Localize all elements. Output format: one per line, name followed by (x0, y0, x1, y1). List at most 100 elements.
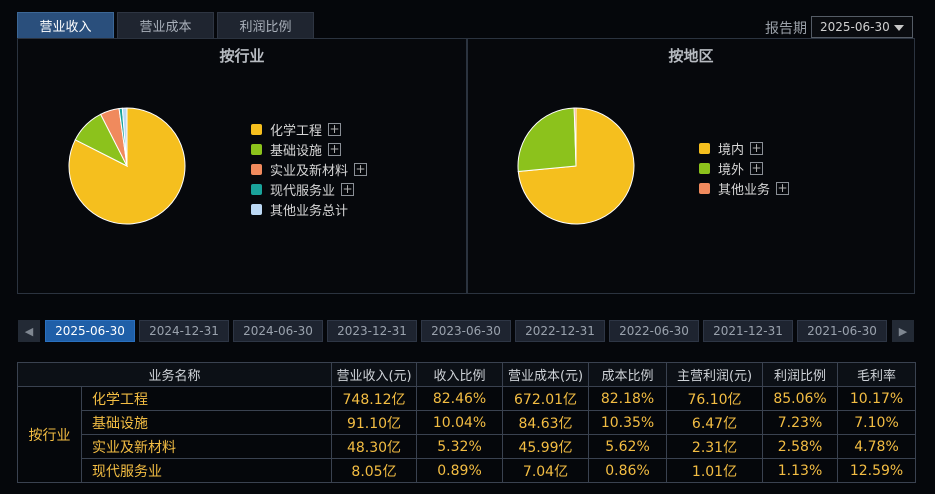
legend-label: 其他业务 (718, 182, 771, 198)
region-pie-slice[interactable] (517, 107, 577, 173)
legend-label: 实业及新材料 (270, 163, 349, 179)
header-gross-margin: 毛利率 (837, 362, 917, 387)
table-row: 按行业 化学工程 748.12亿 82.46% 672.01亿 82.18% 76.10亿 8… (17, 386, 917, 483)
industry-legend: 化学工程 + 基础设施 + 实业及新材料 + 现代服务业 + 其他业务总计 (251, 119, 368, 219)
industry-pie-chart (68, 107, 186, 225)
legend-swatch (251, 183, 262, 195)
region-pie-slice[interactable] (573, 107, 577, 167)
expand-plus-icon[interactable]: + (750, 141, 764, 155)
business-name-cell: 化学工程 (80, 386, 333, 411)
industry-legend-item[interactable]: 实业及新材料 + (251, 159, 368, 179)
date-button[interactable]: 2023-12-31 (327, 320, 417, 342)
industry-legend-item[interactable]: 化学工程 + (251, 119, 367, 139)
legend-label: 基础设施 (270, 143, 323, 159)
legend-swatch (251, 163, 262, 175)
region-legend-item[interactable]: 其他业务 + (699, 178, 790, 198)
date-button[interactable]: 2025-06-30 (45, 320, 135, 342)
expand-plus-icon[interactable]: + (354, 162, 368, 176)
legend-swatch (699, 162, 710, 174)
prev-arrow-button[interactable]: ◀ (18, 320, 40, 342)
industry-legend-item[interactable]: 其他业务总计 (251, 199, 367, 219)
table-row: 实业及新材料 48.30亿 5.32% 45.99亿 5.62% 2.31亿 2.58% 4.… (18, 434, 917, 459)
value-cell: 85.06% (762, 386, 839, 411)
value-cell: 0.86% (588, 458, 668, 483)
legend-swatch (699, 182, 710, 194)
chevron-down-icon (894, 25, 904, 31)
legend-label: 化学工程 (270, 123, 323, 139)
legend-swatch (251, 143, 262, 155)
value-cell: 82.18% (588, 386, 668, 411)
report-period-select[interactable]: 2025-06-30 (811, 16, 913, 38)
industry-panel-title: 按行业 (219, 47, 265, 65)
date-button[interactable]: 2024-12-31 (139, 320, 229, 342)
table-row: 基础设施 91.10亿 10.04% 84.63亿 10.35% 6.47亿 7.23% 7.… (18, 410, 917, 435)
header-revenue-ratio: 收入比例 (416, 362, 504, 387)
value-cell: 10.17% (837, 386, 917, 411)
region-legend-item[interactable]: 境内 + (699, 138, 789, 158)
value-cell: 82.46% (416, 386, 504, 411)
region-panel-title: 按地区 (668, 47, 714, 65)
table-row: 现代服务业 8.05亿 0.89% 7.04亿 0.86% 1.01亿 1.13% 12.59… (18, 458, 917, 483)
value-cell: 7.04亿 (502, 458, 590, 483)
report-period-label: 报告期 (765, 21, 807, 37)
expand-plus-icon[interactable]: + (328, 122, 342, 136)
industry-legend-item[interactable]: 现代服务业 + (251, 179, 367, 199)
value-cell: 45.99亿 (502, 434, 590, 459)
value-cell: 1.01亿 (666, 458, 764, 483)
region-legend-item[interactable]: 境外 + (699, 158, 789, 178)
region-panel: 按地区 境内 + 境外 + 其他业务 + (467, 38, 915, 294)
expand-plus-icon[interactable]: + (328, 142, 342, 156)
value-cell: 8.05亿 (331, 458, 418, 483)
date-button[interactable]: 2022-06-30 (609, 320, 699, 342)
group-label: 按行业 (17, 386, 82, 483)
header-cost-ratio: 成本比例 (588, 362, 668, 387)
tab-revenue[interactable]: 营业收入 (17, 12, 114, 38)
expand-plus-icon[interactable]: + (776, 181, 790, 195)
value-cell: 10.04% (416, 410, 504, 435)
value-cell: 1.13% (762, 458, 839, 483)
industry-legend-item[interactable]: 基础设施 + (251, 139, 367, 159)
next-arrow-button[interactable]: ▶ (892, 320, 914, 342)
value-cell: 748.12亿 (331, 386, 418, 411)
value-cell: 2.31亿 (666, 434, 764, 459)
expand-plus-icon[interactable]: + (341, 182, 355, 196)
date-button[interactable]: 2024-06-30 (233, 320, 323, 342)
report-period-value: 2025-06-30 (820, 20, 890, 34)
value-cell: 6.47亿 (666, 410, 764, 435)
value-cell: 12.59% (837, 458, 917, 483)
legend-swatch (251, 123, 262, 135)
value-cell: 76.10亿 (666, 386, 764, 411)
table-header-row: 业务名称 营业收入(元) 收入比例 营业成本(元) 成本比例 主营利润(元) 利… (16, 362, 917, 387)
tab-cost[interactable]: 营业成本 (117, 12, 214, 38)
header-profit: 主营利润(元) (666, 362, 764, 387)
legend-label: 其他业务总计 (270, 203, 349, 219)
value-cell: 0.89% (416, 458, 504, 483)
date-button[interactable]: 2023-06-30 (421, 320, 511, 342)
legend-label: 现代服务业 (270, 183, 336, 199)
industry-panel: 按行业 化学工程 + 基础设施 + 实业及新材料 + 现代服务业 + 其他业务总计 (17, 38, 467, 294)
header-revenue: 营业收入(元) (331, 362, 418, 387)
value-cell: 91.10亿 (331, 410, 418, 435)
date-button[interactable]: 2021-06-30 (797, 320, 887, 342)
header-profit-ratio: 利润比例 (762, 362, 839, 387)
value-cell: 5.62% (588, 434, 668, 459)
business-name-cell: 现代服务业 (80, 458, 333, 483)
header-cost: 营业成本(元) (502, 362, 590, 387)
business-name-cell: 基础设施 (80, 410, 333, 435)
header-business-name: 业务名称 (16, 362, 333, 387)
value-cell: 4.78% (837, 434, 917, 459)
date-button[interactable]: 2021-12-31 (703, 320, 793, 342)
value-cell: 84.63亿 (502, 410, 590, 435)
date-button[interactable]: 2022-12-31 (515, 320, 605, 342)
value-cell: 10.35% (588, 410, 668, 435)
industry-pie-slice[interactable] (121, 107, 128, 167)
region-legend: 境内 + 境外 + 其他业务 + (699, 138, 790, 198)
legend-label: 境外 (718, 162, 745, 178)
value-cell: 7.10% (837, 410, 917, 435)
legend-swatch (699, 142, 710, 154)
legend-swatch (251, 203, 262, 215)
region-pie-chart (517, 107, 635, 225)
legend-label: 境内 (718, 142, 745, 158)
expand-plus-icon[interactable]: + (750, 161, 764, 175)
tab-profit-ratio[interactable]: 利润比例 (217, 12, 314, 38)
